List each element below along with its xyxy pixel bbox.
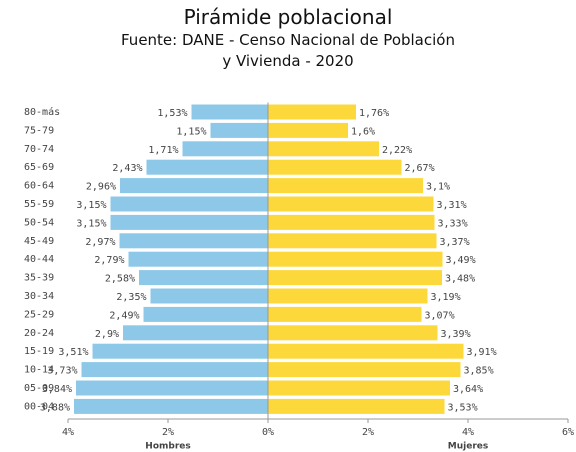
- category-label: 00-04: [24, 401, 54, 412]
- category-label: 35-39: [24, 273, 54, 284]
- x-tick-label: 2%: [362, 427, 374, 438]
- bar: [268, 251, 443, 267]
- x-tick-label: 2%: [162, 427, 174, 438]
- data-label: 1,71%: [148, 145, 178, 156]
- data-label: 3,37%: [440, 237, 470, 248]
- category-label: 55-59: [24, 199, 54, 210]
- bar: [139, 270, 268, 286]
- data-label: 1,76%: [359, 108, 389, 119]
- bar: [268, 343, 464, 359]
- bar: [150, 288, 268, 304]
- bar: [123, 325, 268, 341]
- data-label: 3,33%: [438, 218, 468, 229]
- bar: [146, 159, 268, 175]
- bar: [110, 196, 268, 212]
- data-label: 3,07%: [425, 310, 455, 321]
- data-label: 2,22%: [382, 145, 412, 156]
- bar: [268, 141, 379, 157]
- bar: [120, 178, 268, 194]
- bar: [81, 362, 268, 378]
- category-label: 70-74: [24, 144, 54, 155]
- axis-label: Hombres: [145, 442, 190, 452]
- bar: [128, 251, 268, 267]
- category-label: 05-09: [24, 383, 54, 394]
- bar: [268, 362, 461, 378]
- bar: [268, 398, 445, 414]
- category-label: 30-34: [24, 291, 54, 302]
- data-label: 2,49%: [109, 310, 139, 321]
- category-label: 10-14: [24, 365, 54, 376]
- x-tick-label: 4%: [62, 427, 74, 438]
- data-label: 3,85%: [464, 366, 494, 377]
- data-label: 2,43%: [112, 163, 142, 174]
- data-label: 3,15%: [76, 200, 106, 211]
- bar: [268, 196, 434, 212]
- bar: [268, 233, 437, 249]
- category-label: 60-64: [24, 181, 54, 192]
- bar: [268, 104, 356, 120]
- data-label: 3,49%: [446, 255, 476, 266]
- bar: [268, 214, 435, 230]
- category-label: 80-más: [24, 106, 60, 118]
- bar: [268, 270, 442, 286]
- data-label: 2,79%: [94, 255, 124, 266]
- data-label: 3,84%: [42, 384, 72, 395]
- bar: [110, 214, 268, 230]
- bar: [210, 122, 268, 138]
- bar: [182, 141, 268, 157]
- data-label: 2,96%: [86, 182, 116, 193]
- category-label: 20-24: [24, 328, 54, 339]
- x-tick-label: 6%: [562, 427, 574, 438]
- bar: [191, 104, 268, 120]
- x-tick-label: 4%: [462, 427, 474, 438]
- bar: [76, 380, 268, 396]
- data-label: 3,64%: [453, 384, 483, 395]
- bar: [268, 159, 402, 175]
- bar: [268, 288, 428, 304]
- data-label: 1,6%: [351, 126, 375, 137]
- data-label: 3,73%: [47, 366, 77, 377]
- x-tick-label: 0%: [262, 427, 274, 438]
- bar: [119, 233, 268, 249]
- data-label: 2,58%: [105, 274, 135, 285]
- chart-title: Pirámide poblacional: [183, 5, 393, 29]
- category-label: 15-19: [24, 346, 54, 357]
- data-label: 3,31%: [437, 200, 467, 211]
- data-label: 3,39%: [441, 329, 471, 340]
- category-label: 50-54: [24, 217, 54, 228]
- bar: [74, 398, 268, 414]
- data-label: 3,51%: [58, 347, 88, 358]
- bar: [268, 178, 423, 194]
- data-label: 1,53%: [157, 108, 187, 119]
- bar: [268, 325, 438, 341]
- bar: [143, 306, 268, 322]
- bar: [268, 306, 422, 322]
- data-label: 3,15%: [76, 218, 106, 229]
- data-label: 3,19%: [431, 292, 461, 303]
- data-label: 2,67%: [405, 163, 435, 174]
- category-label: 40-44: [24, 254, 54, 265]
- header: Pirámide poblacional Fuente: DANE - Cens…: [118, 4, 458, 72]
- data-label: 3,48%: [445, 274, 475, 285]
- data-label: 3,88%: [40, 402, 70, 413]
- data-label: 3,53%: [448, 402, 478, 413]
- axis-label: Mujeres: [448, 442, 488, 452]
- category-label: 65-69: [24, 162, 54, 173]
- category-label: 45-49: [24, 236, 54, 247]
- data-label: 3,91%: [467, 347, 497, 358]
- chart-subtitle: Fuente: DANE - Censo Nacional de Poblaci…: [121, 31, 455, 70]
- data-label: 1,15%: [176, 126, 206, 137]
- category-label: 25-29: [24, 309, 54, 320]
- data-label: 3,1%: [426, 182, 450, 193]
- category-label: 75-79: [24, 125, 54, 136]
- bar: [268, 380, 450, 396]
- data-label: 2,97%: [85, 237, 115, 248]
- bar: [92, 343, 268, 359]
- bar: [268, 122, 348, 138]
- data-label: 2,9%: [95, 329, 119, 340]
- data-label: 2,35%: [116, 292, 146, 303]
